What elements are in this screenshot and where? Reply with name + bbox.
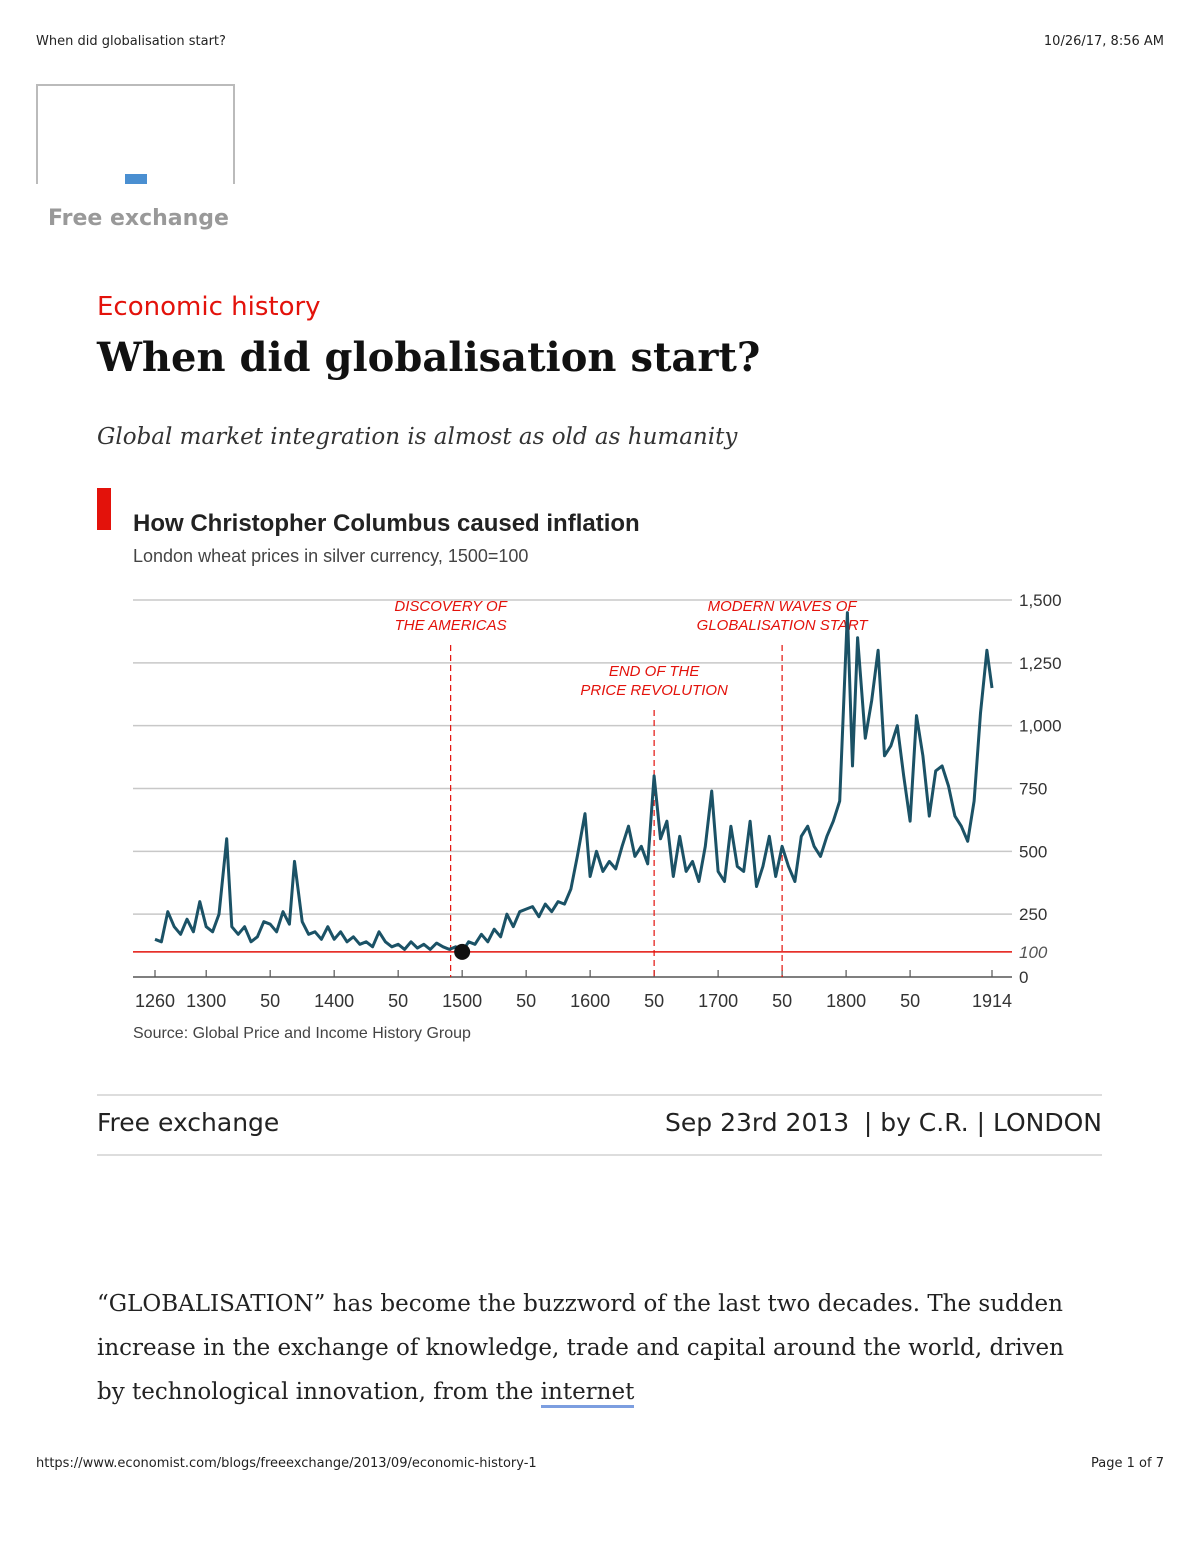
print-title: When did globalisation start? — [36, 34, 226, 49]
chart-source: Source: Global Price and Income History … — [133, 1025, 471, 1042]
kicker[interactable]: Economic history — [97, 292, 321, 322]
x-tick-label: 50 — [516, 991, 536, 1011]
standfirst: Global market integration is almost as o… — [97, 424, 738, 450]
print-timestamp: 10/26/17, 8:56 AM — [1043, 34, 1164, 49]
print-url: https://www.economist.com/blogs/freeexch… — [36, 1456, 537, 1471]
print-page: Page 1 of 7 — [1091, 1456, 1164, 1471]
rule — [97, 1094, 1102, 1096]
y-tick-label: 1,250 — [1019, 654, 1062, 673]
annotation-text: PRICE REVOLUTION — [580, 682, 728, 699]
annotation-text: GLOBALISATION START — [697, 617, 870, 634]
x-tick-label: 1700 — [698, 991, 738, 1011]
chart-tag — [97, 488, 111, 530]
x-tick-label: 1800 — [826, 991, 866, 1011]
x-tick-label: 1600 — [570, 991, 610, 1011]
x-tick-label: 50 — [900, 991, 920, 1011]
rule — [97, 1154, 1102, 1156]
body-text: “GLOBALISATION” has become the buzzword … — [97, 1291, 1064, 1405]
annotation-text: DISCOVERY OF — [394, 598, 507, 615]
y-tick-label: 100 — [1019, 943, 1048, 962]
y-tick-label: 250 — [1019, 905, 1047, 924]
headline: When did globalisation start? — [97, 334, 761, 381]
x-tick-label: 1500 — [442, 991, 482, 1011]
sidebar-label[interactable]: Free exchange — [48, 206, 229, 231]
byline-section[interactable]: Free exchange — [97, 1108, 280, 1137]
y-tick-label: 1,500 — [1019, 591, 1062, 610]
highlight-point — [454, 943, 471, 960]
x-tick-label: 1300 — [186, 991, 226, 1011]
y-tick-label: 1,000 — [1019, 717, 1062, 736]
x-tick-label: 1914 — [972, 991, 1012, 1011]
x-tick-label: 50 — [388, 991, 408, 1011]
body-link[interactable]: internet — [540, 1379, 635, 1408]
price-line — [154, 611, 994, 954]
chart-subtitle: London wheat prices in silver currency, … — [133, 546, 528, 566]
y-tick-label: 0 — [1019, 968, 1028, 987]
x-tick-label: 1260 — [135, 991, 175, 1011]
x-tick-label: 50 — [772, 991, 792, 1011]
byline-author: | by C.R. | LONDON — [863, 1108, 1102, 1137]
annotation-text: MODERN WAVES OF — [708, 598, 858, 615]
x-tick-label: 1400 — [314, 991, 354, 1011]
byline-date: Sep 23rd 2013 — [665, 1108, 850, 1137]
annotation-text: THE AMERICAS — [395, 617, 507, 634]
image-placeholder — [36, 84, 235, 184]
y-tick-label: 750 — [1019, 780, 1047, 799]
body-paragraph: “GLOBALISATION” has become the buzzword … — [97, 1282, 1097, 1414]
y-tick-label: 500 — [1019, 842, 1047, 861]
x-tick-label: 50 — [644, 991, 664, 1011]
chart: How Christopher Columbus caused inflatio… — [97, 488, 1062, 1042]
x-tick-label: 50 — [260, 991, 280, 1011]
chart-title: How Christopher Columbus caused inflatio… — [133, 510, 640, 537]
broken-image-icon — [125, 174, 147, 184]
annotation-text: END OF THE — [609, 663, 701, 680]
